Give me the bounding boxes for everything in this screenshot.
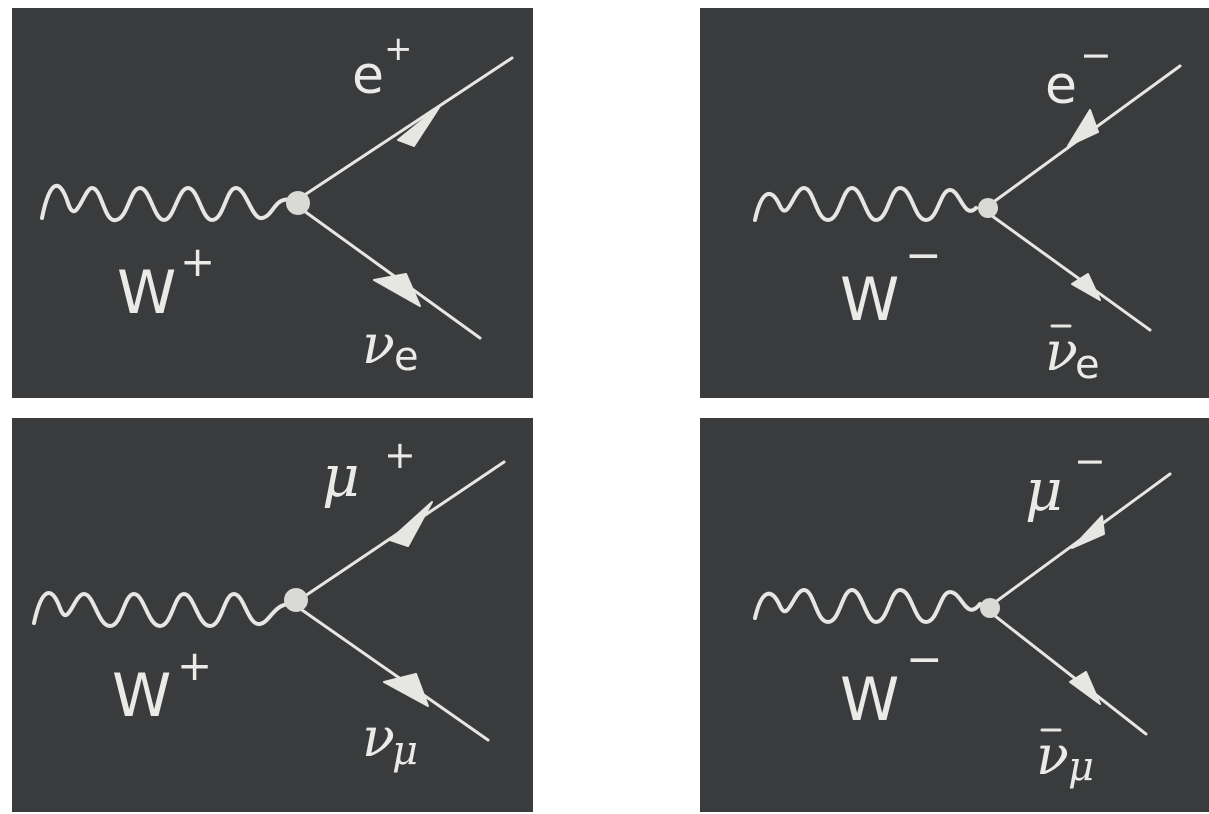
vertex-dot-icon (980, 598, 1000, 618)
boson-charge: + (180, 237, 215, 286)
neutrino-flavor: μ (392, 728, 418, 774)
neutrino-flavor: μ (1068, 744, 1094, 790)
lepton-arrowhead-icon (389, 501, 433, 547)
lepton-symbol: e (352, 46, 384, 106)
lepton-symbol: μ (322, 442, 360, 510)
diagram-w-plus-muon: μ + W + ν μ (12, 418, 533, 812)
diagram-w-plus-electron: e + W + ν e (12, 8, 533, 398)
feynman-diagram: e + W + ν e (40, 29, 514, 380)
neutrino-line (298, 206, 482, 340)
neutrino-line (988, 610, 1148, 736)
boson-charge: − (906, 634, 943, 685)
lepton-line (298, 56, 514, 200)
boson-symbol: W (840, 265, 899, 335)
vertex-dot-icon (978, 198, 998, 218)
neutrino-symbol: ν (1045, 320, 1078, 383)
vertex-dot-icon (286, 191, 310, 215)
lepton-charge: + (384, 433, 416, 477)
w-boson-wavy-line (32, 591, 292, 628)
vertex-dot-icon (284, 588, 308, 612)
lepton-charge: − (1080, 33, 1112, 77)
w-boson-wavy-line (753, 186, 978, 222)
neutrino-line (300, 608, 490, 742)
lepton-arrowhead-icon (397, 105, 441, 147)
lepton-charge: + (384, 29, 413, 69)
w-boson-wavy-line (753, 588, 982, 624)
neutrino-symbol: ν (362, 706, 395, 769)
neutrino-arrowhead-icon (1071, 273, 1101, 301)
boson-symbol: W (112, 661, 171, 731)
diagram-w-minus-muon: μ − W − ν μ (700, 418, 1209, 812)
neutrino-arrowhead-icon (1069, 671, 1101, 705)
neutrino-flavor: e (394, 334, 419, 380)
lepton-arrowhead-icon (1071, 515, 1105, 549)
feynman-diagram: μ − W − ν μ (753, 439, 1172, 790)
boson-symbol: W (117, 258, 176, 328)
neutrino-arrowhead-icon (373, 273, 421, 307)
lepton-symbol: e (1045, 56, 1077, 116)
neutrino-symbol: ν (362, 313, 395, 376)
lepton-charge: − (1074, 439, 1106, 483)
neutrino-arrowhead-icon (383, 673, 429, 707)
lepton-symbol: μ (1025, 456, 1063, 524)
neutrino-symbol: ν (1036, 724, 1069, 787)
feynman-diagram: e − W − ν e (753, 33, 1182, 388)
lepton-arrowhead-icon (1067, 109, 1099, 147)
boson-charge: − (905, 230, 942, 281)
diagram-w-minus-electron: e − W − ν e (700, 8, 1209, 398)
w-boson-wavy-line (40, 183, 294, 222)
feynman-diagram: μ + W + ν μ (32, 433, 506, 774)
boson-charge: + (177, 641, 212, 690)
neutrino-flavor: e (1075, 342, 1100, 388)
boson-symbol: W (840, 665, 899, 735)
neutrino-line (986, 211, 1152, 332)
